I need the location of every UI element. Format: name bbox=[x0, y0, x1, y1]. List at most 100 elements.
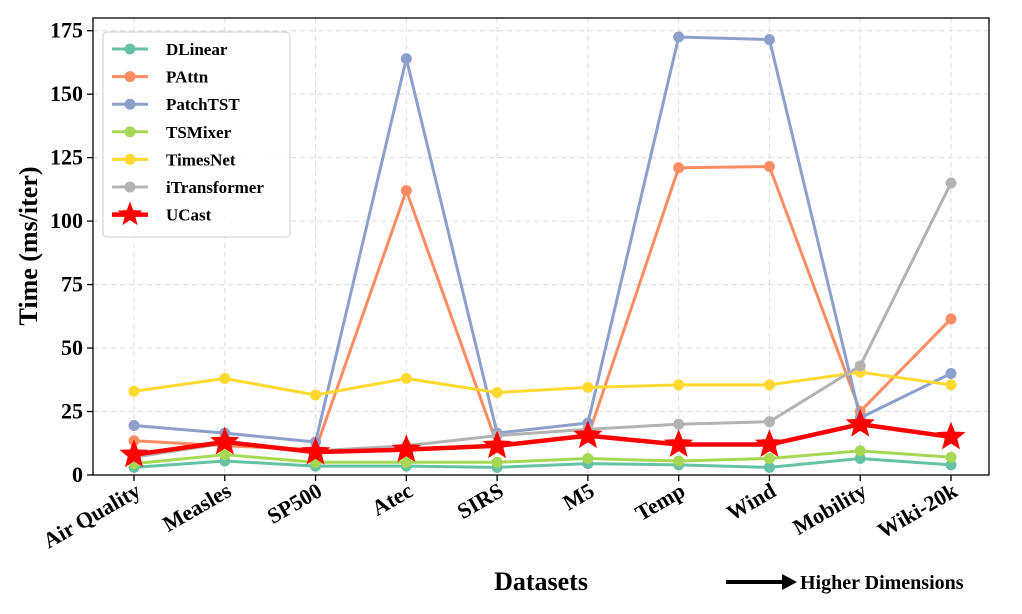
y-tick-label: 25 bbox=[61, 399, 83, 424]
legend-label: UCast bbox=[166, 206, 212, 225]
series-ucast bbox=[119, 408, 966, 468]
legend-item-timesnet: TimesNet bbox=[112, 150, 236, 169]
data-point-itransformer bbox=[673, 418, 685, 430]
legend-swatch-marker bbox=[124, 153, 136, 165]
legend-item-pattn: PAttn bbox=[112, 68, 209, 87]
data-point-timesnet bbox=[400, 373, 412, 385]
x-tick-label: SIRS bbox=[453, 478, 508, 524]
x-tick-label: Air Quality bbox=[39, 478, 145, 554]
data-point-ucast bbox=[664, 429, 694, 457]
data-point-tsmixer bbox=[491, 456, 503, 468]
arrow-head-icon bbox=[782, 574, 797, 590]
data-point-ucast bbox=[300, 436, 331, 465]
legend-label: iTransformer bbox=[166, 178, 264, 197]
plot-frame bbox=[92, 17, 990, 476]
legend-item-itransformer: iTransformer bbox=[112, 178, 264, 197]
data-point-tsmixer bbox=[945, 451, 957, 463]
legend-label: DLinear bbox=[166, 40, 228, 59]
data-point-tsmixer bbox=[854, 445, 866, 457]
legend-item-tsmixer: TSMixer bbox=[112, 123, 232, 142]
data-point-dlinear bbox=[854, 452, 866, 464]
legend-swatch-marker bbox=[117, 201, 143, 226]
x-tick-label: SP500 bbox=[263, 478, 326, 529]
data-point-patchtst bbox=[400, 53, 412, 65]
y-tick-label: 75 bbox=[61, 272, 83, 297]
data-point-patchtst bbox=[763, 34, 775, 46]
data-point-timesnet bbox=[128, 385, 140, 397]
series-line-tsmixer bbox=[133, 449, 952, 466]
series-line-timesnet bbox=[133, 370, 952, 397]
data-point-itransformer bbox=[763, 416, 775, 428]
legend-label: PatchTST bbox=[166, 95, 240, 114]
x-tick-label: Measles bbox=[158, 477, 235, 536]
data-point-ucast bbox=[845, 408, 875, 437]
data-point-patchtst bbox=[673, 31, 685, 43]
legend-swatch-marker bbox=[124, 43, 136, 55]
legend-item-dlinear: DLinear bbox=[112, 40, 228, 59]
x-tick-label: Wind bbox=[722, 478, 780, 526]
data-point-tsmixer bbox=[673, 455, 685, 467]
x-tick-label: Mobility bbox=[788, 478, 870, 540]
data-point-pattn bbox=[673, 162, 685, 174]
legend-swatch-marker bbox=[124, 98, 136, 110]
legend-swatch-marker bbox=[124, 126, 136, 138]
y-axis-title: Time (ms/iter) bbox=[14, 166, 43, 325]
data-point-ucast bbox=[936, 421, 966, 450]
y-axis-ticks: 0 25 50 75 100 125 150 175 bbox=[50, 18, 93, 487]
data-point-pattn bbox=[763, 161, 775, 173]
legend-label: TSMixer bbox=[166, 123, 232, 142]
legend-swatch-marker bbox=[124, 71, 136, 83]
x-tick-label: Temp bbox=[631, 478, 689, 526]
data-point-pattn bbox=[945, 313, 957, 325]
data-point-timesnet bbox=[310, 389, 322, 401]
legend-item-patchtst: PatchTST bbox=[112, 95, 240, 114]
data-point-timesnet bbox=[673, 379, 685, 391]
legend-label: TimesNet bbox=[166, 150, 236, 169]
series-layer bbox=[119, 31, 966, 473]
y-tick-label: 175 bbox=[50, 18, 83, 43]
x-axis-ticks: Air Quality Measles SP500 Atec SIRS M5 Temp Win… bbox=[39, 475, 962, 553]
series-timesnet bbox=[128, 366, 957, 401]
x-tick-label: Atec bbox=[367, 478, 417, 521]
data-point-tsmixer bbox=[219, 449, 231, 461]
y-tick-label: 125 bbox=[50, 145, 83, 170]
x-tick-label: Wiki-20k bbox=[873, 477, 962, 543]
data-point-timesnet bbox=[219, 373, 231, 385]
y-tick-label: 150 bbox=[50, 81, 83, 106]
series-line-dlinear bbox=[133, 457, 952, 469]
data-point-ucast bbox=[391, 434, 421, 463]
data-point-ucast bbox=[573, 420, 603, 449]
data-point-ucast bbox=[754, 429, 785, 457]
x-axis-title: Datasets bbox=[494, 567, 588, 596]
data-point-tsmixer bbox=[400, 456, 412, 468]
legend-frame bbox=[102, 31, 291, 238]
data-point-timesnet bbox=[491, 386, 503, 398]
higher-dimensions-annotation: Higher Dimensions bbox=[726, 572, 964, 594]
legend-item-ucast: UCast bbox=[112, 201, 212, 226]
data-point-timesnet bbox=[763, 379, 775, 391]
legend-label: PAttn bbox=[166, 68, 209, 87]
data-point-ucast bbox=[210, 426, 240, 455]
legend: DLinear PAttn PatchTST TSMixer TimesNet iTran… bbox=[102, 31, 291, 238]
y-tick-label: 0 bbox=[72, 462, 83, 487]
data-point-itransformer bbox=[945, 177, 957, 189]
data-point-timesnet bbox=[945, 379, 957, 391]
data-point-pattn bbox=[400, 185, 412, 197]
data-point-ucast bbox=[119, 439, 149, 468]
data-point-tsmixer bbox=[582, 452, 594, 464]
annotation-text: Higher Dimensions bbox=[800, 572, 964, 594]
series-line-patchtst bbox=[133, 35, 952, 444]
data-point-itransformer bbox=[854, 360, 866, 372]
legend-swatch-marker bbox=[124, 181, 136, 193]
data-point-patchtst bbox=[945, 367, 957, 379]
x-tick-label: M5 bbox=[558, 478, 598, 516]
series-line-ucast bbox=[133, 421, 952, 457]
y-tick-label: 100 bbox=[50, 208, 83, 233]
data-point-timesnet bbox=[582, 381, 594, 393]
data-point-tsmixer bbox=[763, 452, 775, 464]
data-point-ucast bbox=[482, 430, 512, 459]
data-point-dlinear bbox=[945, 459, 957, 471]
y-tick-label: 50 bbox=[61, 335, 83, 360]
data-point-dlinear bbox=[763, 461, 775, 473]
